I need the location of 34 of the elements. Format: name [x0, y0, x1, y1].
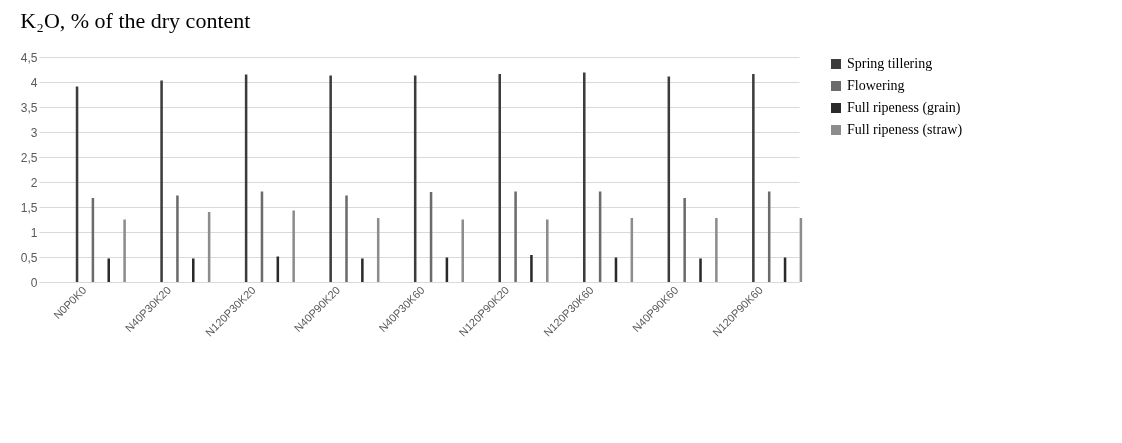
bar	[361, 258, 364, 282]
y-tick-label: 0,5	[20, 250, 38, 265]
legend-label: Spring tillering	[847, 56, 933, 71]
y-tick-label: 2,5	[20, 150, 38, 165]
bar	[292, 210, 295, 282]
bar	[176, 195, 179, 282]
y-tick-label: 3,5	[20, 100, 38, 115]
bar	[329, 75, 332, 282]
y-tick-label: 4	[30, 75, 38, 90]
bar	[498, 74, 501, 282]
bar	[583, 72, 586, 282]
bar	[192, 258, 195, 282]
legend-label: Full ripeness (straw)	[847, 122, 963, 138]
bar	[123, 219, 126, 282]
bar	[530, 255, 533, 282]
bar	[752, 74, 755, 282]
bar	[160, 80, 163, 282]
bar	[683, 198, 686, 282]
y-tick-label: 3	[30, 125, 38, 140]
legend-label: Flowering	[847, 78, 905, 93]
bar	[345, 195, 348, 282]
y-tick-label: 4,5	[20, 50, 38, 65]
bar	[699, 258, 702, 282]
legend-label: Full ripeness (grain)	[847, 100, 961, 116]
y-tick-label: 1	[30, 225, 38, 240]
bar	[514, 191, 517, 282]
bar	[715, 218, 718, 282]
y-tick-label: 2	[30, 175, 38, 190]
bar	[546, 219, 549, 282]
y-tick-label: 0	[30, 275, 38, 290]
chart-title: K₂O, % of the dry content	[20, 8, 251, 33]
bar	[107, 258, 111, 282]
y-tick-label: 1,5	[20, 200, 38, 215]
bar	[461, 219, 465, 282]
